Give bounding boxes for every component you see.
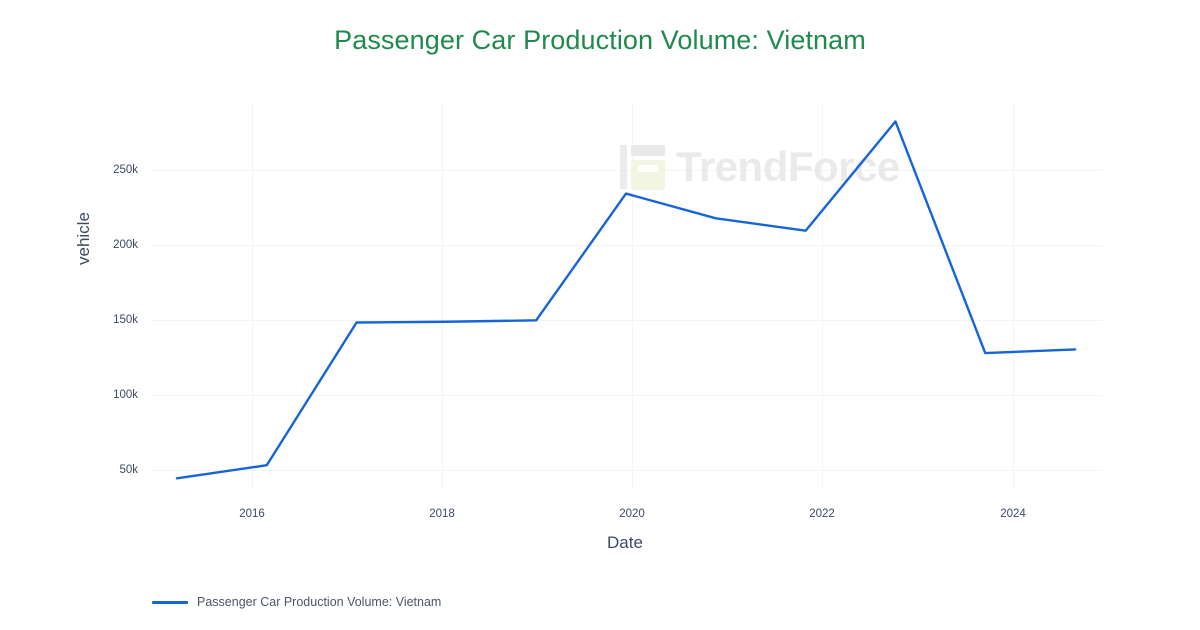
gridline-x-2020	[632, 104, 633, 490]
y-axis-ticks: 50k 100k 150k 200k 250k	[0, 0, 146, 630]
x-tick-2024: 2024	[1000, 508, 1026, 520]
x-axis-title: Date	[607, 533, 643, 552]
x-tick-2022: 2022	[809, 508, 835, 520]
gridline-x-2022	[822, 104, 823, 490]
y-tick-200k: 200k	[113, 239, 138, 251]
x-tick-2016: 2016	[239, 508, 265, 520]
y-tick-50k: 50k	[119, 464, 138, 476]
legend: Passenger Car Production Volume: Vietnam	[152, 595, 441, 609]
page-title: Passenger Car Production Volume: Vietnam	[334, 25, 866, 55]
legend-label-series-0[interactable]: Passenger Car Production Volume: Vietnam	[197, 595, 442, 609]
gridline-y-50k	[150, 470, 1102, 471]
y-tick-100k: 100k	[113, 389, 138, 401]
gridline-y-100k	[150, 395, 1102, 396]
gridline-x-2024	[1013, 104, 1014, 490]
series-line-passenger-car-production	[175, 120, 1077, 480]
x-tick-2018: 2018	[429, 508, 455, 520]
y-tick-250k: 250k	[113, 164, 138, 176]
x-tick-2020: 2020	[619, 508, 645, 520]
legend-swatch-series-0[interactable]	[152, 600, 188, 604]
gridline-x-2018	[442, 104, 443, 490]
y-tick-150k: 150k	[113, 314, 138, 326]
gridline-x-2016	[252, 104, 253, 490]
gridline-y-200k	[150, 245, 1102, 246]
gridline-y-150k	[150, 320, 1102, 321]
